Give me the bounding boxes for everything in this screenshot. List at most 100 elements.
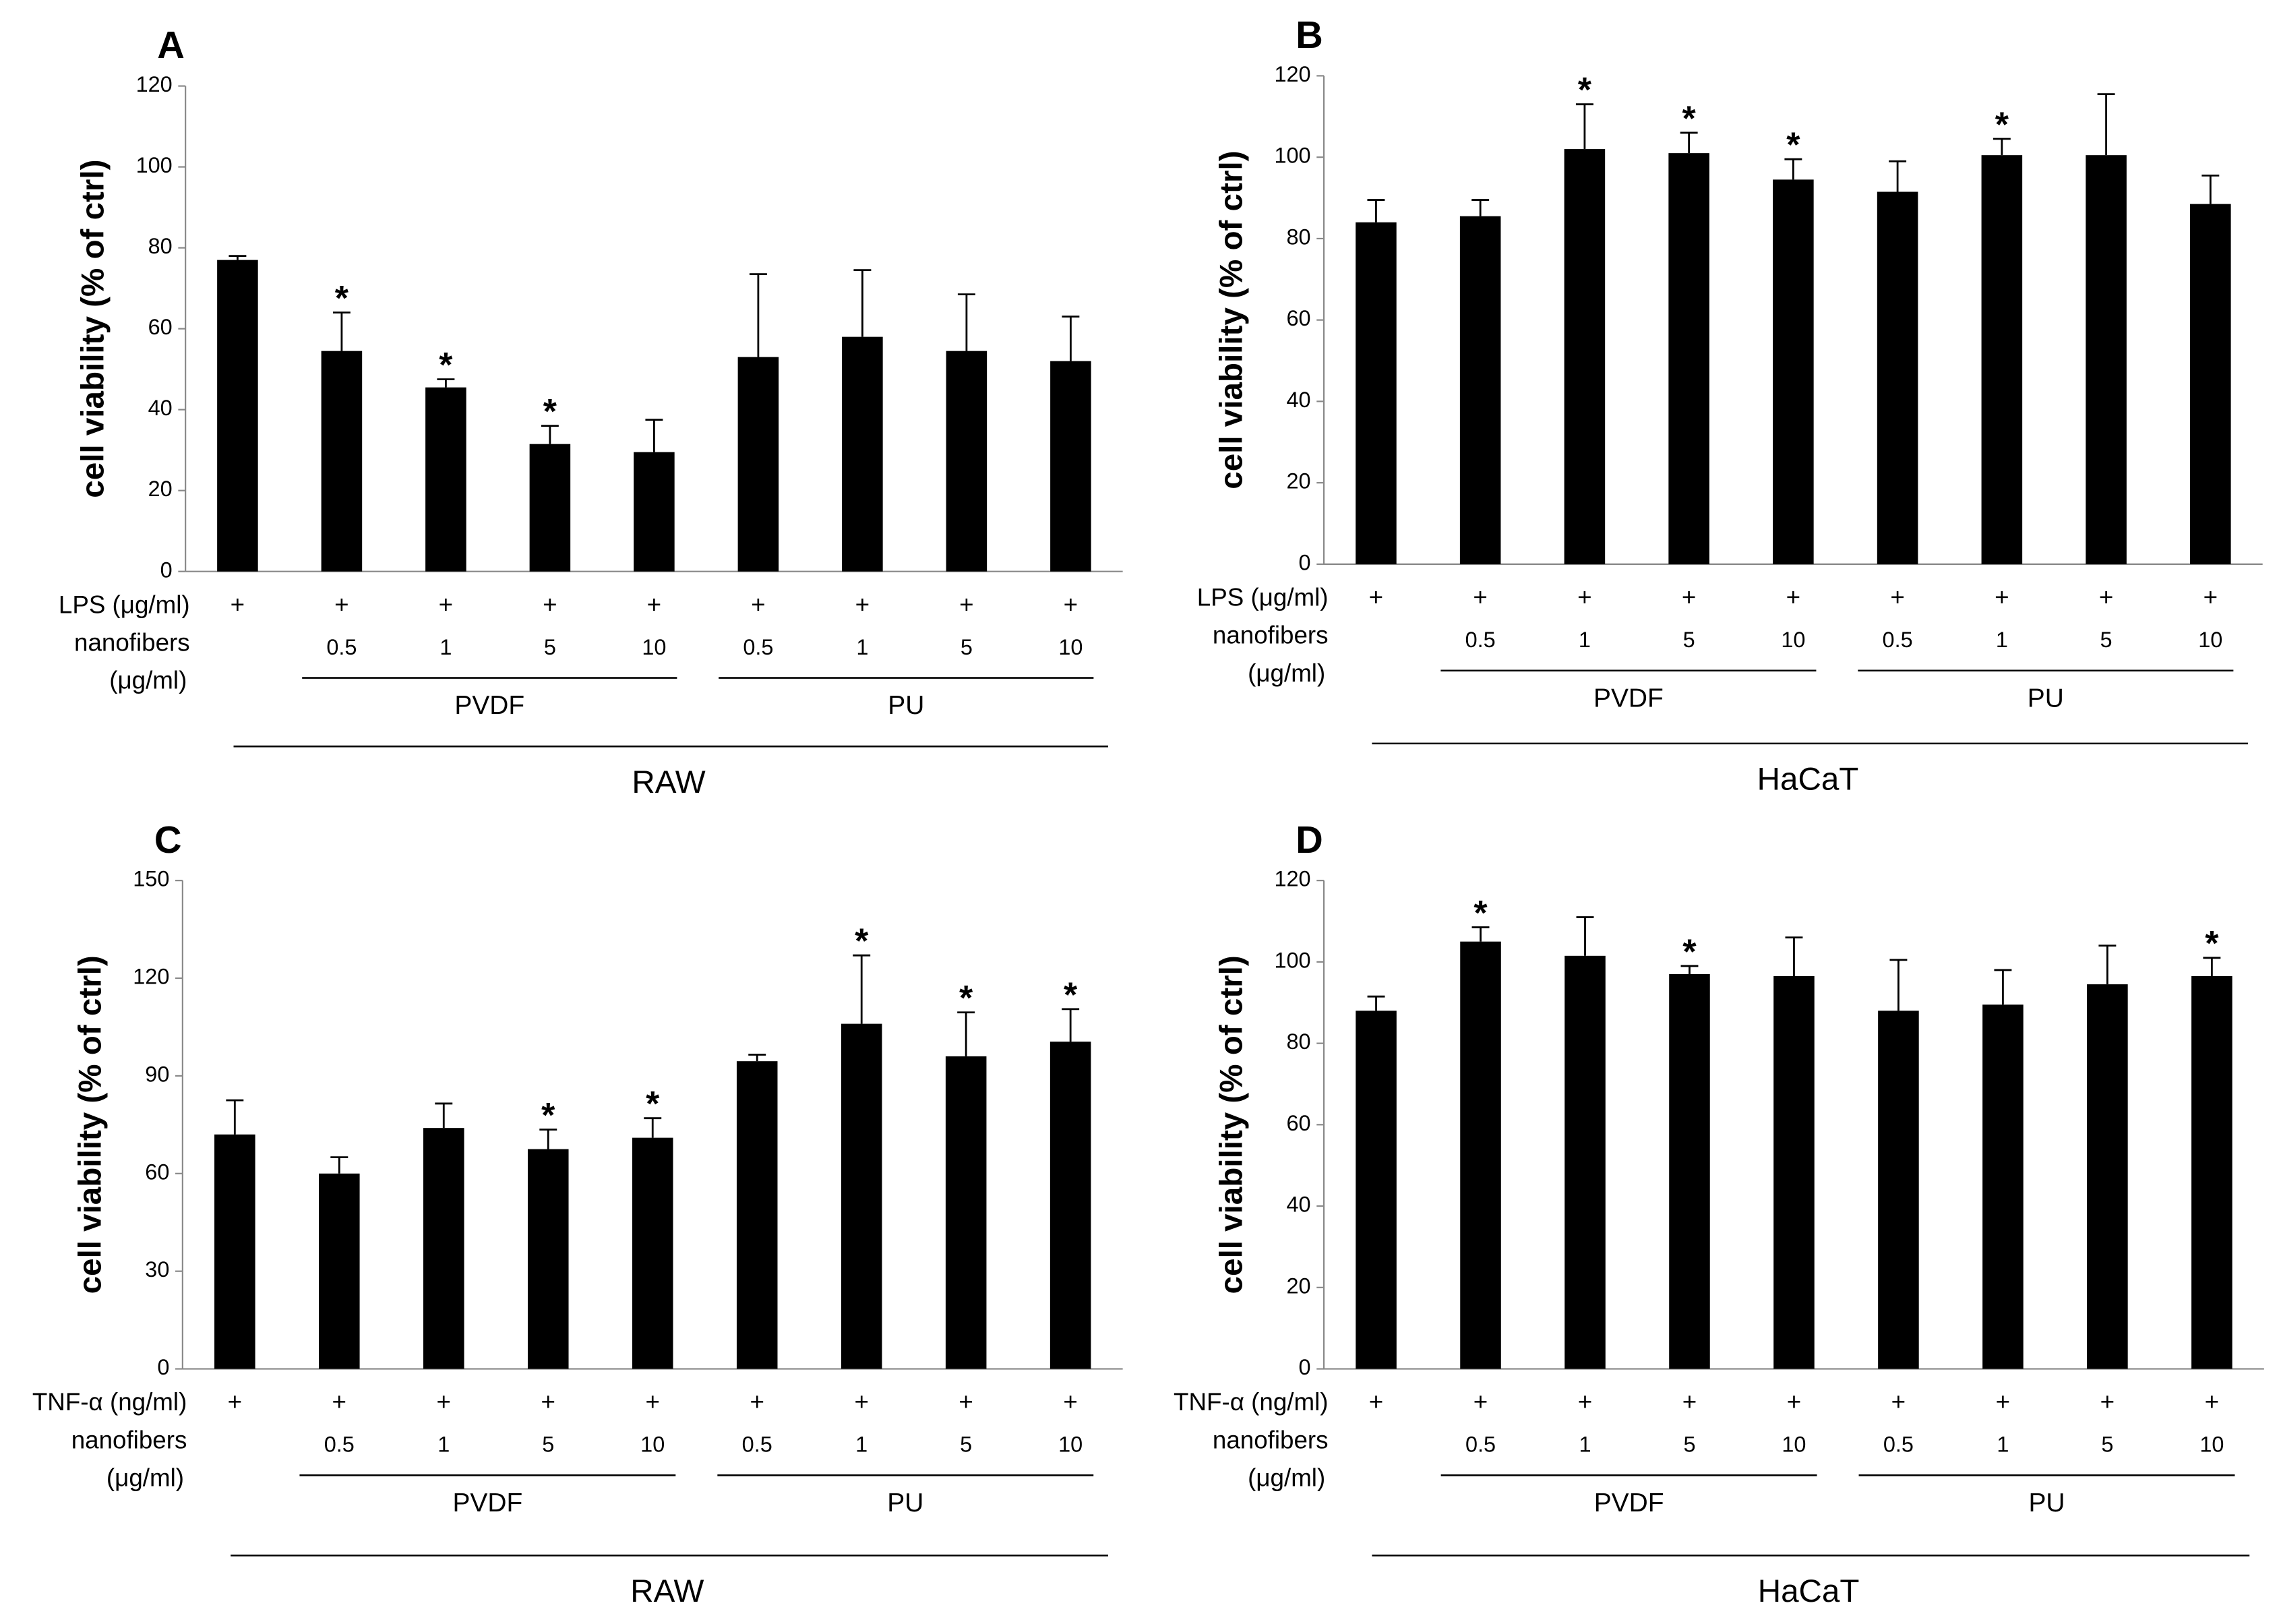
significance-marker: * (543, 392, 557, 431)
y-tick-label: 100 (136, 153, 173, 177)
bar (1050, 1042, 1091, 1369)
bar (632, 1137, 673, 1369)
treatment-mark: + (854, 1388, 868, 1416)
y-tick-label: 60 (148, 315, 173, 339)
bar (1564, 149, 1606, 564)
x-tick-label: 0.5 (324, 1433, 355, 1457)
x-tick-label: 5 (2100, 628, 2113, 652)
bar (634, 452, 675, 572)
x-tick-label: 0.5 (743, 635, 773, 659)
bar (321, 351, 363, 572)
x-tick-label: 0.5 (742, 1433, 772, 1457)
y-tick-label: 20 (148, 477, 173, 501)
x-tick-label: 10 (1782, 1433, 1806, 1457)
row-label: (μg/ml) (1248, 659, 1325, 687)
row-label: (μg/ml) (107, 1464, 184, 1492)
bar (1459, 216, 1501, 564)
x-tick-label: 1 (437, 1433, 450, 1457)
treatment-mark: + (959, 591, 973, 618)
group-label: PU (888, 691, 924, 720)
bar (529, 444, 571, 572)
group-label: PVDF (1594, 1488, 1664, 1517)
group-label: PU (887, 1488, 923, 1517)
significance-marker: * (1064, 975, 1078, 1014)
treatment-mark: + (541, 1388, 555, 1416)
significance-marker: * (1682, 932, 1697, 971)
y-tick-label: 80 (1287, 1029, 1311, 1054)
y-tick-label: 80 (1287, 224, 1311, 249)
bar (736, 1061, 778, 1369)
x-tick-label: 1 (1579, 1433, 1591, 1457)
bar (1356, 222, 1397, 564)
y-tick-label: 40 (1287, 1193, 1311, 1217)
significance-marker: * (1786, 125, 1800, 164)
x-tick-label: 1 (856, 635, 868, 659)
treatment-mark: + (1473, 583, 1487, 611)
bar (214, 1134, 255, 1369)
treatment-mark: + (1996, 1388, 2010, 1416)
treatment-mark: + (231, 591, 245, 618)
significance-marker: * (1682, 98, 1697, 138)
treatment-mark: + (1995, 583, 2009, 611)
treatment-mark: + (1891, 1388, 1906, 1416)
bar (945, 1056, 987, 1369)
treatment-mark: + (1682, 1388, 1697, 1416)
bar (527, 1149, 569, 1369)
significance-marker: * (646, 1084, 660, 1123)
treatment-mark: + (2204, 583, 2218, 611)
treatment-mark: + (751, 591, 765, 618)
treatment-mark: + (1578, 1388, 1592, 1416)
x-tick-label: 10 (2199, 1433, 2224, 1457)
group-label: PVDF (452, 1488, 522, 1517)
bar (217, 260, 258, 572)
bar (842, 336, 883, 572)
x-tick-label: 1 (1996, 628, 2008, 652)
x-tick-label: 10 (642, 635, 666, 659)
row-label: (μg/ml) (109, 667, 187, 694)
x-tick-label: 1 (855, 1433, 868, 1457)
bar (2190, 204, 2231, 564)
y-tick-label: 20 (1287, 1273, 1311, 1298)
bar (841, 1023, 882, 1369)
bar (1981, 155, 2023, 564)
x-tick-label: 5 (544, 635, 556, 659)
treatment-mark: + (1682, 583, 1696, 611)
x-tick-label: 10 (640, 1433, 665, 1457)
x-tick-label: 10 (1058, 1433, 1083, 1457)
x-tick-label: 10 (1781, 628, 1805, 652)
y-tick-label: 120 (1274, 62, 1310, 86)
x-tick-label: 5 (1683, 1433, 1695, 1457)
bar (1460, 941, 1501, 1369)
bar (1669, 973, 1710, 1369)
y-tick-label: 40 (148, 396, 173, 420)
x-tick-label: 0.5 (1465, 628, 1496, 652)
y-tick-label: 120 (133, 965, 169, 989)
y-axis-title: cell viability (% of ctrl) (1214, 955, 1250, 1294)
treatment-mark: + (1577, 583, 1591, 611)
treatment-mark: + (439, 591, 453, 618)
bar (1564, 955, 1606, 1369)
panel-label: A (157, 24, 185, 66)
cell-line-label: HaCaT (1757, 762, 1859, 798)
y-tick-label: 0 (157, 1355, 169, 1379)
row-label: TNF-α (ng/ml) (32, 1388, 187, 1416)
y-tick-label: 0 (1299, 1355, 1311, 1379)
treatment-mark: + (437, 1388, 451, 1416)
group-label: PVDF (1593, 684, 1664, 713)
treatment-mark: + (1786, 583, 1800, 611)
bar (2086, 155, 2127, 564)
y-tick-label: 120 (1274, 867, 1310, 891)
x-tick-label: 5 (961, 635, 973, 659)
y-tick-label: 120 (136, 72, 173, 96)
treatment-mark: + (1063, 1388, 1077, 1416)
x-tick-label: 0.5 (1883, 1433, 1914, 1457)
x-tick-label: 5 (1683, 628, 1695, 652)
treatment-mark: + (1369, 583, 1383, 611)
significance-marker: * (439, 345, 453, 384)
significance-marker: * (2205, 924, 2219, 963)
x-tick-label: 0.5 (1465, 1433, 1496, 1457)
y-tick-label: 60 (1287, 306, 1311, 330)
x-tick-label: 1 (439, 635, 452, 659)
treatment-mark: + (1064, 591, 1078, 618)
